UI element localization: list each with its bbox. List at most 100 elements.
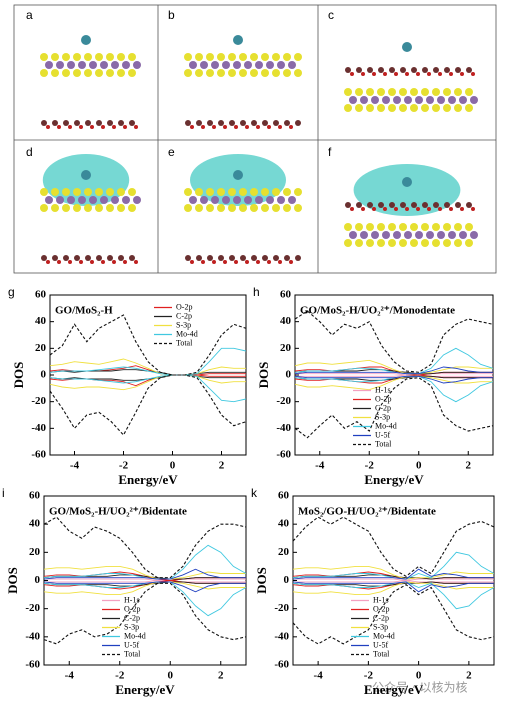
- atom: [184, 204, 192, 212]
- legend-label: Mo-4d: [375, 421, 397, 430]
- legend-label: C-2p: [176, 311, 192, 320]
- y-tick-label: 0: [41, 369, 47, 381]
- dos-curve: [293, 580, 494, 583]
- atom: [437, 231, 445, 239]
- atom: [123, 260, 127, 264]
- atom: [277, 196, 285, 204]
- atom: [239, 69, 247, 77]
- atom: [211, 196, 219, 204]
- atom: [250, 188, 258, 196]
- atom: [218, 120, 224, 126]
- atom: [133, 61, 141, 69]
- atom: [378, 202, 384, 208]
- atom: [377, 223, 385, 231]
- atom: [96, 255, 102, 261]
- atom: [454, 104, 462, 112]
- atom: [459, 96, 467, 104]
- x-tick-label: 2: [466, 670, 472, 682]
- atom: [267, 260, 271, 264]
- atom: [73, 53, 81, 61]
- legend-label: Mo-4d: [176, 329, 198, 338]
- panel-label: d: [26, 145, 33, 159]
- atom: [294, 204, 302, 212]
- y-tick-label: -20: [274, 602, 289, 614]
- atom: [389, 67, 395, 73]
- legend-label: Total: [176, 338, 193, 347]
- atom: [207, 120, 213, 126]
- x-tick-label: -2: [364, 670, 374, 682]
- uranyl: [402, 177, 412, 187]
- atom: [85, 255, 91, 261]
- atom: [288, 61, 296, 69]
- dos-curve: [295, 310, 493, 373]
- atom: [345, 67, 351, 73]
- atom: [421, 104, 429, 112]
- atom: [229, 120, 235, 126]
- atom: [206, 53, 214, 61]
- atom: [84, 204, 92, 212]
- atom: [73, 69, 81, 77]
- atom: [416, 207, 420, 211]
- atom: [449, 207, 453, 211]
- atom: [123, 125, 127, 129]
- atom: [350, 72, 354, 76]
- atom: [250, 69, 258, 77]
- legend-label: S-3p: [124, 622, 139, 631]
- panel-label: a: [26, 8, 33, 22]
- atom: [57, 260, 61, 264]
- atom: [432, 223, 440, 231]
- atom: [355, 88, 363, 96]
- atom: [51, 53, 59, 61]
- atom: [471, 72, 475, 76]
- atom: [466, 67, 472, 73]
- atom: [421, 223, 429, 231]
- atom: [345, 202, 351, 208]
- atom: [95, 188, 103, 196]
- atom: [460, 72, 464, 76]
- atom: [251, 255, 257, 261]
- atom: [405, 72, 409, 76]
- atom: [448, 231, 456, 239]
- dos-curve: [44, 516, 246, 579]
- panel-label: e: [168, 145, 175, 159]
- atom: [111, 61, 119, 69]
- x-axis-label: Energy/eV: [364, 472, 424, 487]
- dos-curve: [44, 568, 246, 580]
- dos-curve: [50, 374, 246, 391]
- atom: [266, 61, 274, 69]
- atom: [344, 239, 352, 247]
- legend-label: H-1s: [124, 595, 140, 604]
- atom: [371, 231, 379, 239]
- atom: [466, 202, 472, 208]
- atom: [84, 188, 92, 196]
- y-tick-label: -60: [25, 659, 40, 671]
- structure-panels: [13, 4, 497, 274]
- atom: [46, 125, 50, 129]
- plot-frame: [49, 294, 247, 456]
- atom: [272, 188, 280, 196]
- atom: [289, 260, 293, 264]
- atom: [211, 61, 219, 69]
- atom: [51, 69, 59, 77]
- legend-label: C-2p: [375, 403, 391, 412]
- atom: [239, 188, 247, 196]
- y-tick-label: 20: [29, 546, 41, 558]
- atom: [89, 196, 97, 204]
- atom: [234, 125, 238, 129]
- x-tick-label: -2: [119, 460, 129, 472]
- atom: [262, 120, 268, 126]
- atom: [278, 260, 282, 264]
- plot-frame: [294, 294, 494, 456]
- atom: [128, 204, 136, 212]
- atom: [233, 196, 241, 204]
- atom: [223, 125, 227, 129]
- atom: [217, 204, 225, 212]
- atom: [422, 67, 428, 73]
- dos-curve: [50, 374, 246, 381]
- atom: [393, 96, 401, 104]
- y-tick-label: -60: [31, 449, 46, 461]
- atom: [361, 72, 365, 76]
- atom: [344, 88, 352, 96]
- legend-label: C-2p: [124, 613, 140, 622]
- y-tick-label: 0: [35, 574, 41, 586]
